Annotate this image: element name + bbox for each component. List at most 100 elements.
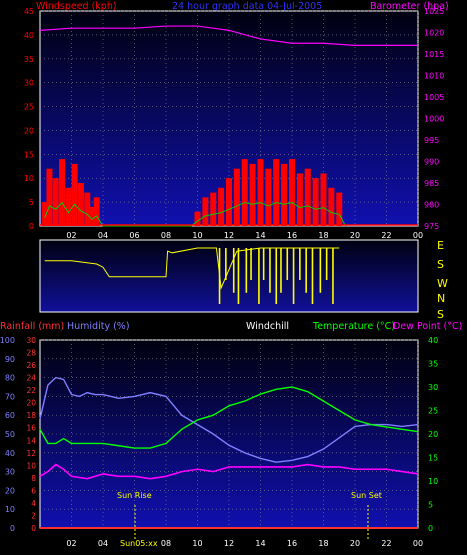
wind-bar [59, 159, 66, 226]
baro-tick-label: 990 [424, 158, 439, 167]
temp-title: Temperature (°C) [312, 321, 395, 332]
wind-bar [218, 187, 225, 226]
humidity-tick-label: 70 [5, 392, 15, 401]
wind-axis: 0 5 10 15 20 25 30 35 40 45 [24, 7, 34, 231]
baro-tick-label: 1020 [424, 29, 444, 38]
bottom-x-tick-label: 00 [413, 539, 423, 548]
bottom-x-tick-label: 12 [224, 539, 234, 548]
bottom-series [39, 376, 419, 529]
wind-bar [336, 192, 343, 226]
wind-bar [88, 206, 95, 226]
top-series [39, 25, 418, 227]
humidity-line [39, 376, 419, 463]
top-x-tick-label: 02 [66, 231, 76, 240]
baro-tick-label: 1015 [424, 50, 444, 59]
temp-axis: 0 5 10 15 20 25 30 35 40 [428, 336, 438, 533]
temp-tick-label: 30 [428, 383, 438, 392]
baro-tick-label: 985 [424, 179, 439, 188]
temp-tick-label: 40 [428, 336, 438, 345]
bottom-x-tick-label: 14 [255, 539, 265, 548]
direction-panel: E S W N S [39, 239, 448, 321]
wind-tick-label: 20 [24, 126, 34, 135]
dir-label-e: E [437, 239, 444, 252]
wind-bar [289, 159, 295, 226]
wind-tick-label: 15 [24, 150, 34, 159]
wind-bar [312, 178, 319, 226]
wind-bar [328, 187, 335, 226]
temp-tick-label: 5 [428, 501, 433, 510]
rain-tick-label: 12 [26, 449, 36, 458]
wind-bar [41, 202, 48, 226]
wind-tick-label: 30 [24, 79, 34, 88]
wind-bar [71, 163, 78, 226]
temp-tick-label: 15 [428, 454, 438, 463]
wind-bar [304, 168, 311, 226]
humidity-tick-label: 30 [5, 468, 15, 477]
wind-tick-label: 5 [29, 198, 34, 207]
top-x-axis: 02 04 06 08 10 12 14 16 18 20 22 00 [66, 231, 423, 240]
top-x-tick-label: 04 [98, 231, 108, 240]
wind-bar [273, 159, 280, 226]
bottom-x-axis: 02 04 08 10 12 14 16 18 20 22 00 [66, 539, 423, 548]
baro-tick-label: 1005 [424, 93, 444, 102]
chill-title: Windchill [246, 321, 289, 332]
wind-bar [233, 168, 240, 226]
temperature-line [39, 386, 419, 449]
dewpoint-line [39, 463, 419, 480]
wind-bar [46, 168, 53, 226]
rain-tick-label: 24 [26, 374, 36, 383]
direction-line [44, 247, 340, 290]
wind-bar [320, 173, 327, 226]
humidity-tick-label: 90 [5, 355, 15, 364]
top-x-tick-label: 10 [192, 231, 202, 240]
bottom-x-tick-label: 04 [98, 539, 108, 548]
rain-tick-label: 30 [26, 336, 36, 345]
rain-tick-label: 6 [31, 486, 36, 495]
rain-tick-label: 18 [26, 411, 36, 420]
rain-title: Rainfall (mm) [0, 321, 64, 332]
humidity-tick-label: 60 [5, 411, 15, 420]
barometer-line [39, 25, 418, 47]
humidity-tick-label: 10 [5, 505, 15, 514]
top-x-tick-label: 14 [255, 231, 265, 240]
wind-bar [226, 178, 232, 226]
baro-title: Barometer (hpa) [370, 1, 449, 12]
temp-tick-label: 25 [428, 407, 438, 416]
rain-tick-label: 10 [26, 461, 36, 470]
wind-bar [241, 159, 248, 226]
top-x-tick-label: 18 [318, 231, 328, 240]
wind-tick-label: 10 [24, 174, 34, 183]
temp-tick-label: 35 [428, 360, 438, 369]
wind-bar [194, 211, 201, 226]
wind-bar [65, 187, 72, 226]
baro-tick-label: 975 [424, 222, 439, 231]
wind-tick-label: 35 [24, 55, 34, 64]
top-panel: Windspeed (kph) 24 hour graph data 04-Ju… [24, 1, 449, 240]
rain-tick-label: 14 [26, 436, 36, 445]
bottom-x-tick-label: 10 [192, 539, 202, 548]
wind-tick-label: 0 [29, 222, 34, 231]
humidity-tick-label: 0 [10, 524, 15, 533]
bottom-x-tick-label: 22 [381, 539, 391, 548]
humidity-tick-label: 100 [0, 336, 15, 345]
wind-bar [77, 183, 84, 226]
wind-bar [210, 192, 217, 226]
humidity-tick-label: 80 [5, 374, 15, 383]
bottom-grid [40, 339, 419, 528]
wind-bar [257, 159, 264, 226]
wind-bar [202, 197, 209, 226]
rain-tick-label: 4 [31, 499, 36, 508]
wind-tick-label: 40 [24, 31, 34, 40]
top-x-tick-label: 20 [350, 231, 360, 240]
chart-title: 24 hour graph data 04-Jul-2005 [172, 1, 322, 12]
wind-title: Windspeed (kph) [36, 1, 117, 12]
wind-bar [265, 168, 272, 226]
dew-title: Dew Point (°C) [393, 321, 462, 332]
sunrise-axis-label: Sun05:xx [120, 539, 158, 548]
baro-tick-label: 995 [424, 136, 439, 145]
rain-tick-label: 28 [26, 349, 36, 358]
humidity-tick-label: 40 [5, 449, 15, 458]
top-x-tick-label: 08 [161, 231, 171, 240]
